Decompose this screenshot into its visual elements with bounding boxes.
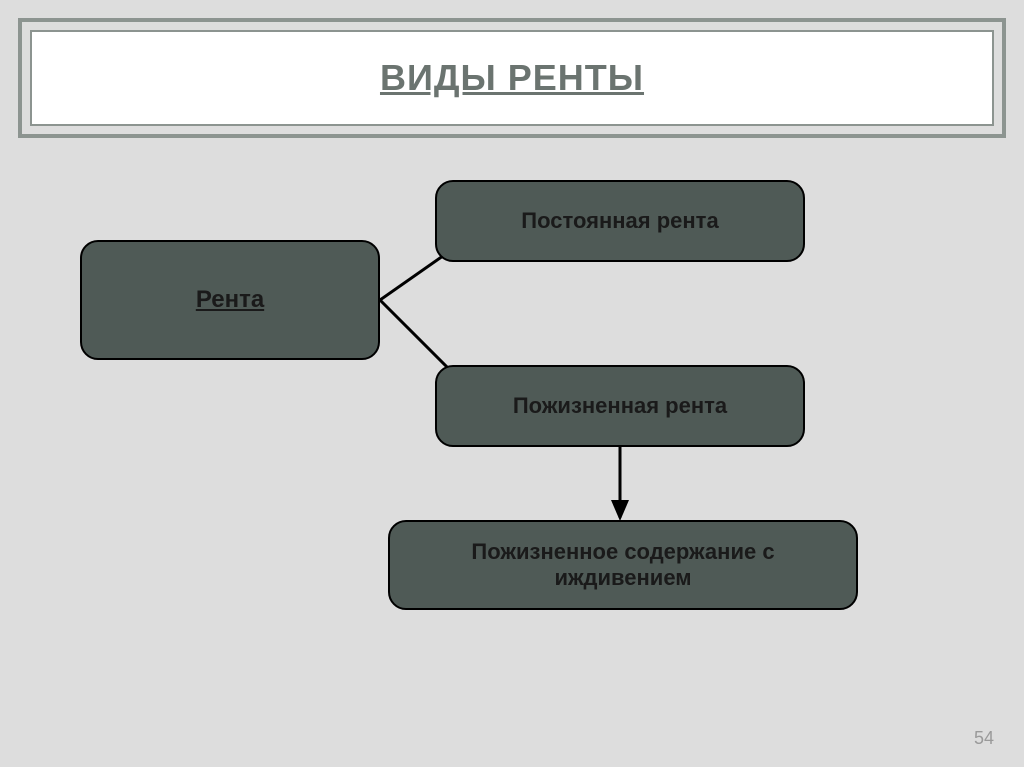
node-lifetime-rent: Пожизненная рента xyxy=(435,365,805,447)
node-root-label: Рента xyxy=(196,286,264,315)
node-lifetime-maintenance: Пожизненное содержание с иждивением xyxy=(388,520,858,610)
page-number: 54 xyxy=(974,728,994,749)
node-root: Рента xyxy=(80,240,380,360)
node-permanent-rent: Постоянная рента xyxy=(435,180,805,262)
node-lifetime-rent-label: Пожизненная рента xyxy=(513,393,727,419)
node-lifetime-maintenance-label: Пожизненное содержание с иждивением xyxy=(400,539,846,592)
slide-title: ВИДЫ РЕНТЫ xyxy=(380,57,644,99)
node-permanent-rent-label: Постоянная рента xyxy=(521,208,718,234)
title-outer-frame: ВИДЫ РЕНТЫ xyxy=(18,18,1006,138)
title-inner-frame: ВИДЫ РЕНТЫ xyxy=(30,30,994,126)
